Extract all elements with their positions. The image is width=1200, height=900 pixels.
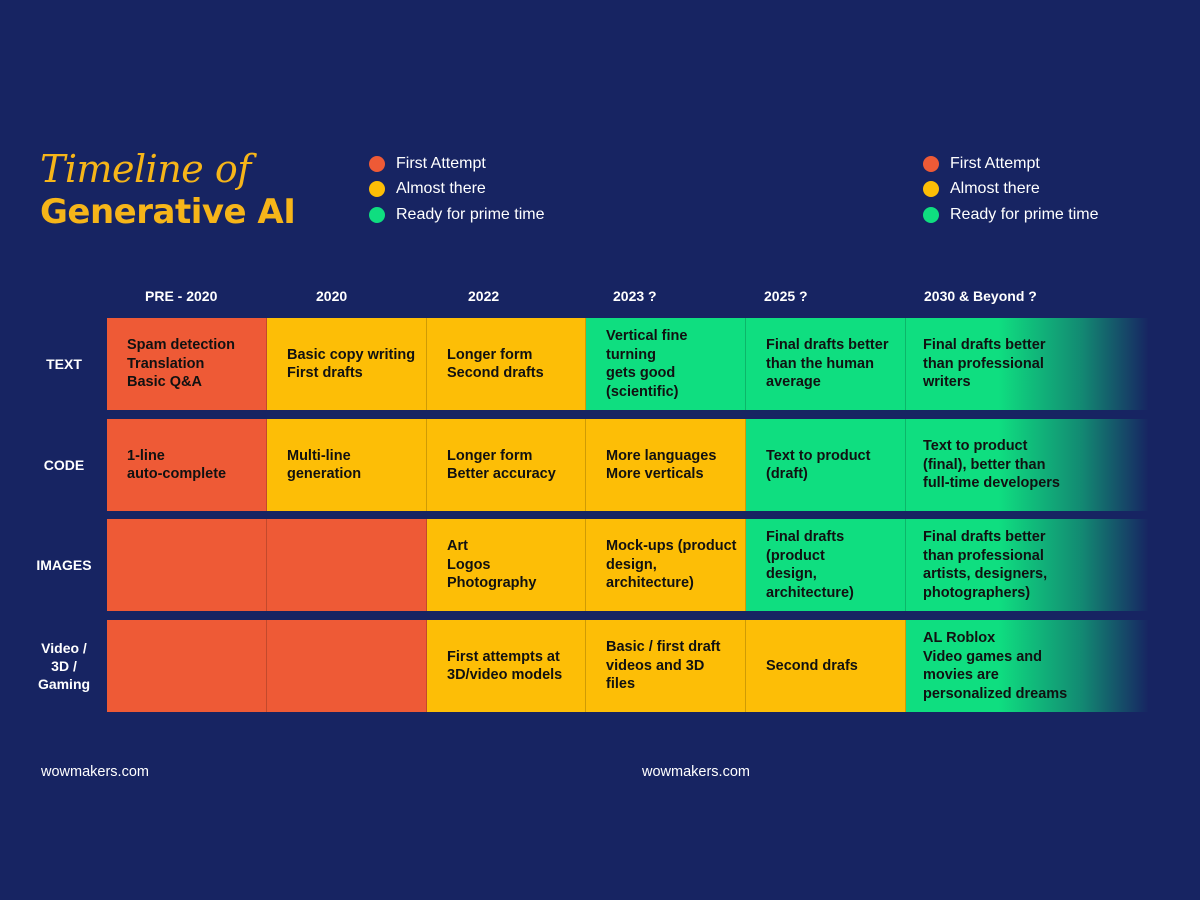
- row-label-images: IMAGES: [36, 557, 92, 573]
- cell-text: Vertical fine turning gets good (scienti…: [606, 328, 688, 400]
- timeline-cell: [107, 620, 267, 712]
- cell-text: Longer form Better accuracy: [447, 447, 556, 483]
- ready-dot-icon: [369, 206, 385, 223]
- first-attempt-dot-icon: [369, 155, 385, 172]
- legend-item: First Attempt: [369, 151, 545, 177]
- cell-text: Final drafts better than the human avera…: [766, 337, 889, 391]
- cell-text: Final drafts better than professional ar…: [923, 529, 1048, 601]
- column-header-2022: 2022: [468, 288, 500, 304]
- timeline-cell: Basic / first draft videos and 3D files: [586, 620, 746, 712]
- timeline-cell: [267, 519, 427, 611]
- cell-text: Second drafs: [766, 657, 858, 674]
- timeline-cell: Longer form Better accuracy: [427, 419, 586, 511]
- legend-label: Almost there: [396, 180, 486, 198]
- timeline-cell: AL Roblox Video games and movies are per…: [906, 620, 1149, 712]
- timeline-cell: Spam detection Translation Basic Q&A: [107, 318, 267, 410]
- footer-website-center: wowmakers.com: [642, 764, 750, 780]
- timeline-cell: Second drafs: [746, 620, 906, 712]
- cell-text: Basic copy writing First drafts: [287, 346, 416, 382]
- timeline-cell: Multi-line generation: [267, 419, 427, 511]
- legend-label: Ready for prime time: [396, 205, 545, 223]
- legend-right: First Attempt Almost there Ready for pri…: [923, 151, 1099, 228]
- cell-text: AL Roblox Video games and movies are per…: [923, 630, 1068, 702]
- cell-text: Text to product (final), better than ful…: [923, 438, 1060, 492]
- cell-text: More languages More verticals: [606, 447, 717, 483]
- column-header-2025: 2025 ?: [764, 288, 808, 304]
- timeline-cell: Text to product (draft): [746, 419, 906, 511]
- row-label-text: TEXT: [46, 356, 82, 372]
- footer-website-left: wowmakers.com: [41, 764, 149, 780]
- cell-text: Longer form Second drafts: [447, 346, 544, 382]
- legend-item: Ready for prime time: [369, 202, 545, 228]
- column-header-2020: 2020: [316, 288, 348, 304]
- timeline-cell: [267, 620, 427, 712]
- timeline-cell: Final drafts better than professional wr…: [906, 318, 1149, 410]
- row-label-video-3d-gaming: Video / 3D / Gaming: [37, 640, 91, 692]
- almost-there-dot-icon: [369, 181, 385, 198]
- timeline-cell: Vertical fine turning gets good (scienti…: [586, 318, 746, 410]
- timeline-cell: Longer form Second drafts: [427, 318, 586, 410]
- column-header-pre-2020: PRE - 2020: [145, 288, 218, 304]
- title-line-2: Generative AI: [40, 192, 296, 232]
- title-line-1: Timeline of: [40, 147, 251, 191]
- legend-label: Ready for prime time: [950, 205, 1099, 223]
- first-attempt-dot-icon: [923, 155, 939, 172]
- legend-item: Ready for prime time: [923, 202, 1099, 228]
- timeline-cell: Final drafts better than professional ar…: [906, 519, 1149, 611]
- cell-text: Spam detection Translation Basic Q&A: [127, 337, 235, 391]
- row-label-code: CODE: [43, 457, 85, 473]
- column-header-2023: 2023 ?: [613, 288, 657, 304]
- column-header-2030-beyond: 2030 & Beyond ?: [924, 288, 1037, 304]
- cell-text: Art Logos Photography: [447, 538, 537, 592]
- timeline-cell: Text to product (final), better than ful…: [906, 419, 1149, 511]
- cell-text: Final drafts (product design, architectu…: [766, 529, 854, 601]
- legend-label: Almost there: [950, 180, 1040, 198]
- cell-text: First attempts at 3D/video models: [447, 648, 563, 684]
- cell-text: Basic / first draft videos and 3D files: [606, 639, 721, 693]
- cell-text: Final drafts better than professional wr…: [923, 337, 1046, 391]
- chart-title: Timeline of Generative AI: [40, 146, 296, 232]
- cell-text: Text to product (draft): [766, 447, 871, 483]
- legend-label: First Attempt: [950, 154, 1040, 172]
- timeline-cell: 1-line auto-complete: [107, 419, 267, 511]
- cell-text: Multi-line generation: [287, 447, 362, 483]
- ready-dot-icon: [923, 206, 939, 223]
- cell-text: Mock-ups (product design, architecture): [606, 538, 737, 592]
- timeline-cell: Final drafts better than the human avera…: [746, 318, 906, 410]
- legend-left: First Attempt Almost there Ready for pri…: [369, 151, 545, 228]
- timeline-cell: [107, 519, 267, 611]
- timeline-cell: Mock-ups (product design, architecture): [586, 519, 746, 611]
- timeline-cell: Art Logos Photography: [427, 519, 586, 611]
- timeline-cell: Basic copy writing First drafts: [267, 318, 427, 410]
- almost-there-dot-icon: [923, 181, 939, 198]
- legend-item: First Attempt: [923, 151, 1099, 177]
- timeline-cell: Final drafts (product design, architectu…: [746, 519, 906, 611]
- timeline-cell: More languages More verticals: [586, 419, 746, 511]
- legend-item: Almost there: [923, 177, 1099, 203]
- timeline-cell: First attempts at 3D/video models: [427, 620, 586, 712]
- legend-item: Almost there: [369, 177, 545, 203]
- cell-text: 1-line auto-complete: [127, 447, 227, 483]
- legend-label: First Attempt: [396, 154, 486, 172]
